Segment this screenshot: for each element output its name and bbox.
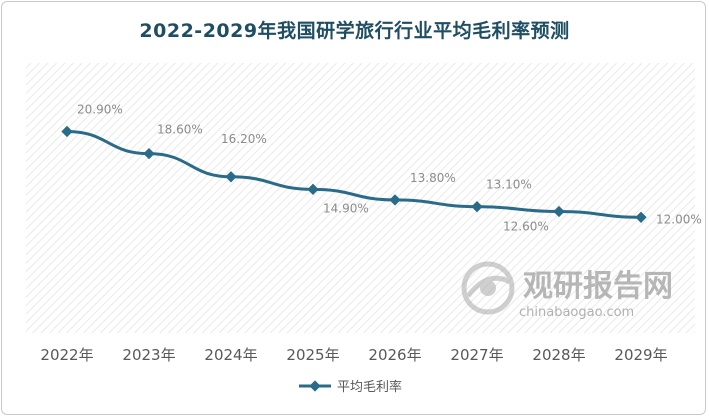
- data-labels: 20.90% 18.60% 16.20% 14.90% 13.80% 13.10% 12.6…: [77, 102, 702, 233]
- data-label-5: 13.80%: [410, 171, 456, 185]
- watermark: 观研报告网 chinabaogao.com: [461, 261, 673, 320]
- data-label-1: 20.90%: [77, 102, 123, 116]
- chart-title: 2022-2029年我国研学旅行行业平均毛利率预测: [139, 20, 570, 42]
- data-label-2: 18.60%: [157, 123, 203, 137]
- x-tick-label-3: 2024年: [204, 346, 257, 364]
- series-markers: [61, 125, 647, 223]
- data-point-6: [471, 201, 483, 213]
- x-tick-label-5: 2026年: [368, 346, 421, 364]
- watermark-url: chinabaogao.com: [519, 305, 634, 320]
- data-point-4: [307, 183, 319, 195]
- data-point-2: [143, 147, 155, 160]
- data-point-5: [389, 194, 401, 206]
- data-point-8: [635, 211, 647, 223]
- data-point-3: [225, 171, 237, 183]
- data-point-7: [553, 205, 565, 218]
- x-tick-label-6: 2027年: [450, 346, 503, 364]
- watermark-logo-icon: [461, 261, 515, 315]
- plot-area: [26, 63, 695, 333]
- legend: 平均毛利率: [299, 379, 402, 395]
- watermark-brand: 观研报告网: [523, 269, 673, 304]
- data-label-7: 12.60%: [503, 220, 549, 234]
- legend-swatch-marker: [309, 380, 321, 392]
- data-label-6: 13.10%: [486, 178, 532, 192]
- data-label-4: 14.90%: [323, 201, 369, 215]
- legend-label: 平均毛利率: [337, 379, 402, 395]
- x-tick-label-1: 2022年: [40, 346, 93, 364]
- x-tick-label-4: 2025年: [286, 346, 339, 364]
- data-label-3: 16.20%: [221, 132, 267, 146]
- x-tick-label-8: 2029年: [614, 346, 667, 364]
- data-label-8: 12.00%: [656, 212, 702, 226]
- x-tick-label-7: 2028年: [532, 346, 585, 364]
- x-tick-label-2: 2023年: [122, 346, 175, 364]
- data-point-1: [61, 125, 73, 138]
- x-axis-ticks: 2022年 2023年 2024年 2025年 2026年 2027年 2028年 2029年: [40, 346, 667, 364]
